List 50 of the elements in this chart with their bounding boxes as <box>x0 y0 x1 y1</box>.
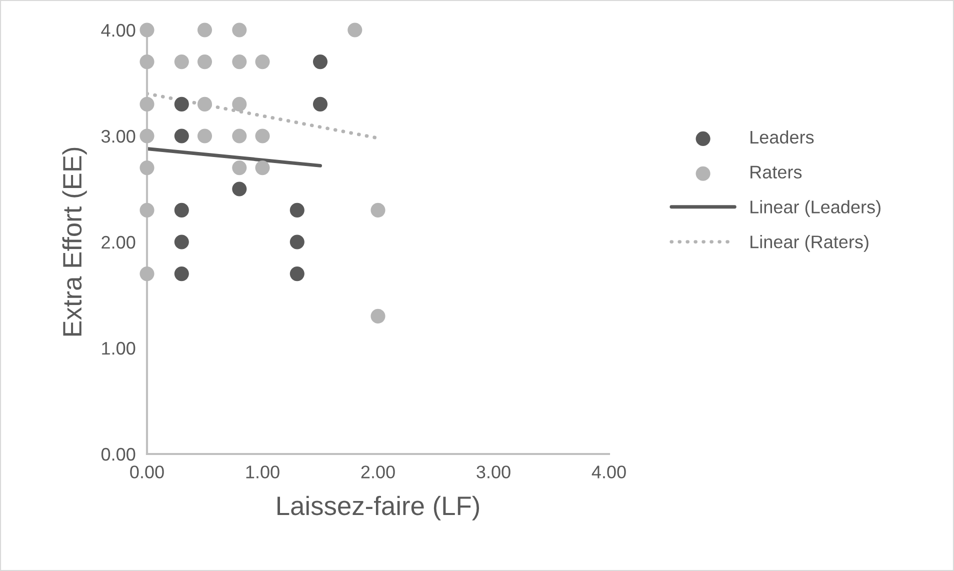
legend-label: Linear (Leaders) <box>750 200 880 217</box>
point <box>197 96 212 112</box>
point <box>140 266 154 282</box>
point <box>232 160 247 176</box>
point <box>174 96 189 112</box>
point <box>174 128 189 144</box>
point <box>140 202 154 218</box>
point <box>290 202 304 218</box>
point <box>312 54 328 70</box>
point <box>232 96 247 112</box>
y-tick-label: 4.00 <box>101 24 136 37</box>
x-tick-label: 0.00 <box>130 466 164 478</box>
point <box>140 54 154 70</box>
x-tick-label: 4.00 <box>592 466 626 478</box>
point <box>312 96 328 112</box>
point <box>174 202 189 218</box>
point <box>174 266 189 282</box>
point <box>140 96 154 112</box>
point <box>197 22 212 38</box>
point <box>232 22 247 38</box>
y-tick-label: 1.00 <box>102 342 136 355</box>
y-tick-label: 3.00 <box>101 130 136 143</box>
point <box>140 22 154 38</box>
point <box>290 234 304 250</box>
point <box>370 202 386 218</box>
point <box>255 160 270 176</box>
y-axis-title: Extra Effort (EE) <box>62 148 87 336</box>
point <box>140 128 154 144</box>
x-axis-title: Laissez-faire (LF) <box>278 496 480 520</box>
point <box>290 266 304 282</box>
legend-label: Raters <box>750 166 802 179</box>
point <box>232 54 247 70</box>
x-tick-label: 1.00 <box>246 466 280 478</box>
point <box>197 54 212 70</box>
point <box>255 54 270 70</box>
y-tick-label: 0.00 <box>101 448 136 461</box>
point <box>174 54 189 70</box>
point <box>174 234 189 250</box>
y-tick-label: 2.00 <box>102 236 136 249</box>
legend-label: Leaders <box>750 130 814 144</box>
point <box>232 182 247 196</box>
point <box>348 22 362 38</box>
point <box>232 128 247 144</box>
x-tick-label: 3.00 <box>476 466 510 478</box>
point <box>197 128 212 144</box>
point <box>370 308 386 324</box>
x-tick-label: 2.00 <box>361 466 395 478</box>
legend-label: Linear (Raters) <box>750 235 868 252</box>
point <box>140 160 154 176</box>
point <box>255 128 270 144</box>
